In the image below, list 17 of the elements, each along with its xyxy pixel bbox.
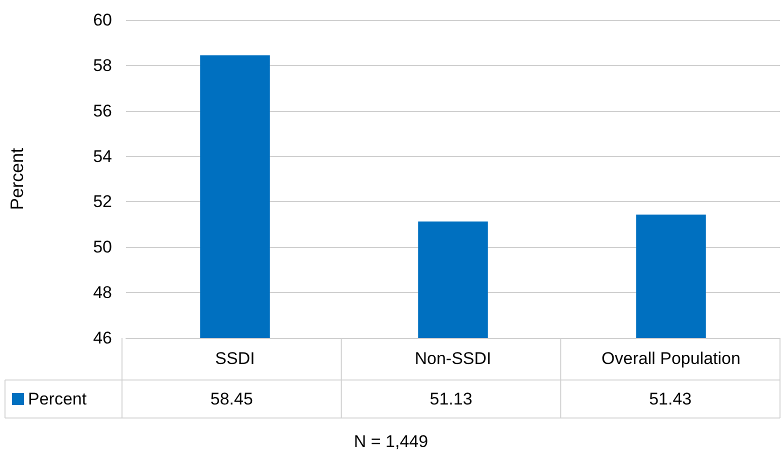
data-label: 51.13 [430,390,472,408]
y-tick-label: 50 [93,238,112,257]
y-tick-label: 48 [93,283,112,302]
y-tick-label: 54 [93,146,112,166]
legend-label: Percent [28,390,87,408]
y-tick-label: 46 [93,328,112,348]
data-label: 58.45 [210,390,253,408]
y-axis-title: Percent [7,148,27,210]
x-tick-label: Overall Population [602,349,740,368]
text: N = 1,449 [354,432,428,451]
x-tick-label: SSDI [215,349,255,368]
y-tick-label: 58 [93,56,112,75]
y-tick-label: 56 [93,101,112,120]
y-tick-label: 52 [93,192,112,212]
y-tick-label: 60 [93,10,112,30]
x-tick-label: Non-SSDI [414,349,492,368]
data-label: 51.43 [649,390,692,408]
